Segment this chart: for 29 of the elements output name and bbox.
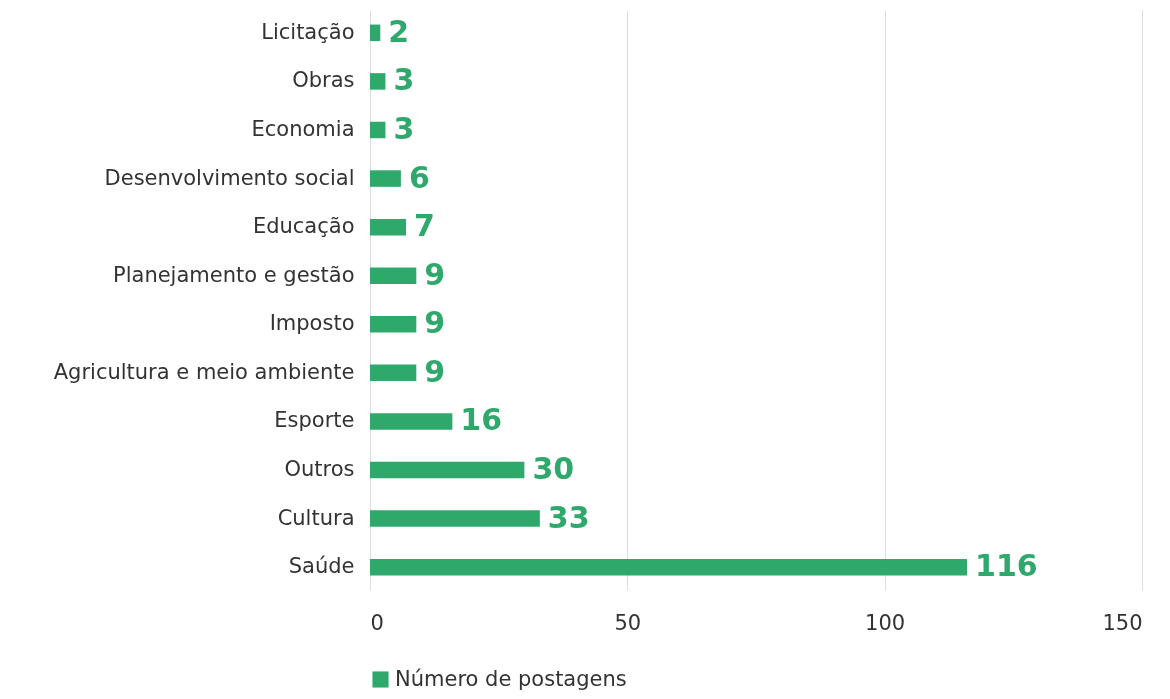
y-tick-label: Desenvolvimento social	[104, 165, 355, 190]
y-tick-label: Cultura	[277, 505, 355, 530]
legend-label: Número de postagens	[395, 666, 627, 691]
data-label: 7	[414, 208, 435, 244]
x-tick-label: 0	[370, 610, 384, 635]
data-label: 3	[393, 110, 415, 146]
data-label: 3	[393, 62, 415, 98]
y-tick-label: Saúde	[288, 554, 355, 579]
data-label: 9	[424, 353, 446, 389]
data-label: 33	[547, 499, 590, 535]
x-tick-label: 50	[614, 610, 642, 635]
y-tick-label: Outros	[284, 457, 355, 482]
y-tick-label: Licitação	[261, 19, 355, 44]
y-tick-label: Obras	[292, 68, 355, 93]
data-label: 2	[388, 13, 410, 49]
data-label: 30	[532, 451, 575, 487]
x-tick-label: 150	[1102, 610, 1143, 635]
data-label: 116	[975, 548, 1038, 584]
data-label: 9	[424, 256, 446, 292]
y-tick-label: Agricultura e meio ambiente	[53, 359, 355, 384]
data-label: 9	[424, 305, 446, 341]
y-tick-label: Planejamento e gestão	[113, 262, 355, 287]
y-tick-label: Imposto	[269, 311, 355, 336]
y-tick-label: Esporte	[274, 408, 355, 433]
x-tick-label: 100	[865, 610, 906, 635]
data-label: 16	[460, 402, 503, 438]
y-tick-label: Economia	[251, 116, 355, 141]
data-label: 6	[408, 159, 430, 195]
y-tick-label: Educação	[252, 214, 355, 239]
